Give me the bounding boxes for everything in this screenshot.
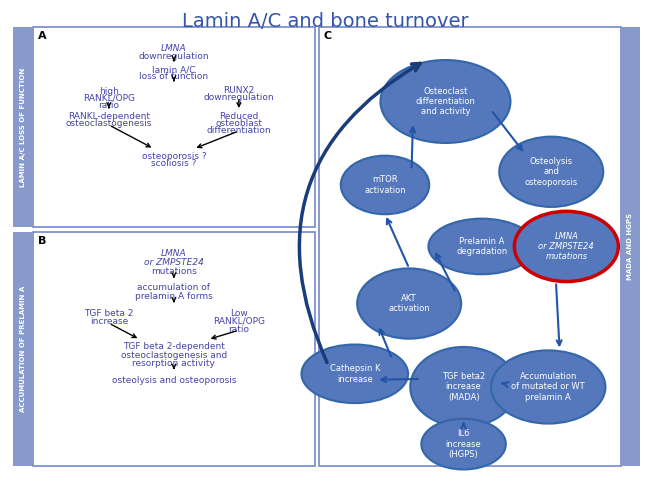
Ellipse shape <box>410 347 517 427</box>
FancyBboxPatch shape <box>318 27 621 466</box>
Ellipse shape <box>514 211 618 282</box>
Text: MADA AND HGPS: MADA AND HGPS <box>627 213 634 280</box>
Text: downregulation: downregulation <box>203 93 274 102</box>
Text: differentiation: differentiation <box>207 126 271 136</box>
Text: mutations: mutations <box>151 267 197 276</box>
Text: or ZMPSTE24: or ZMPSTE24 <box>144 258 204 267</box>
Text: A: A <box>38 31 46 41</box>
Ellipse shape <box>421 419 506 469</box>
FancyBboxPatch shape <box>32 27 315 227</box>
Text: TGF beta 2: TGF beta 2 <box>84 308 133 318</box>
Text: Lamin A/C and bone turnover: Lamin A/C and bone turnover <box>182 12 468 31</box>
Text: downregulation: downregulation <box>138 52 209 61</box>
Text: LMNA: LMNA <box>161 44 187 53</box>
Text: AKT
activation: AKT activation <box>388 294 430 313</box>
Text: Prelamin A
degradation: Prelamin A degradation <box>456 237 508 256</box>
Text: ratio: ratio <box>98 101 120 110</box>
Ellipse shape <box>357 268 461 339</box>
Text: Cathepsin K
increase: Cathepsin K increase <box>330 364 380 384</box>
Text: ACCUMULATION OF PRELAMIN A: ACCUMULATION OF PRELAMIN A <box>20 286 26 412</box>
FancyBboxPatch shape <box>13 27 32 227</box>
Text: Osteoclast
differentiation
and activity: Osteoclast differentiation and activity <box>415 86 475 117</box>
Text: scoliosis ?: scoliosis ? <box>151 159 196 168</box>
Text: LMNA
or ZMPSTE24
mutations: LMNA or ZMPSTE24 mutations <box>538 231 594 262</box>
Text: RANKL-dependent: RANKL-dependent <box>68 112 150 122</box>
Text: increase: increase <box>90 317 128 326</box>
Ellipse shape <box>499 137 603 207</box>
Text: TGF beta2
increase
(MADA): TGF beta2 increase (MADA) <box>442 372 485 402</box>
Text: Osteolysis
and
osteoporosis: Osteolysis and osteoporosis <box>525 157 578 187</box>
Text: RANKL/OPG: RANKL/OPG <box>83 94 135 103</box>
Text: osteoclastogenesis and: osteoclastogenesis and <box>121 350 227 360</box>
Text: loss of function: loss of function <box>139 72 209 81</box>
Text: osteoporosis ?: osteoporosis ? <box>142 152 206 161</box>
Text: LAMIN A/C LOSS OF FUNCTION: LAMIN A/C LOSS OF FUNCTION <box>20 67 26 186</box>
Text: osteolysis and osteoporosis: osteolysis and osteoporosis <box>112 376 236 385</box>
Ellipse shape <box>428 219 535 274</box>
Text: B: B <box>38 236 46 245</box>
Text: Low: Low <box>230 308 248 318</box>
Text: accumulation of: accumulation of <box>137 284 211 292</box>
Ellipse shape <box>341 156 429 214</box>
Text: IL6
increase
(HGPS): IL6 increase (HGPS) <box>446 429 482 459</box>
Text: C: C <box>324 31 332 41</box>
Text: resorption activity: resorption activity <box>133 359 215 368</box>
Text: prelamin A forms: prelamin A forms <box>135 291 213 301</box>
Text: RUNX2: RUNX2 <box>224 86 255 95</box>
Text: Reduced: Reduced <box>219 112 259 122</box>
Text: LMNA: LMNA <box>161 249 187 258</box>
Ellipse shape <box>302 345 408 403</box>
FancyBboxPatch shape <box>621 27 640 466</box>
FancyBboxPatch shape <box>13 232 32 466</box>
Ellipse shape <box>491 350 605 424</box>
Text: TGF beta 2-dependent: TGF beta 2-dependent <box>123 343 225 351</box>
Text: osteoblast: osteoblast <box>215 120 263 128</box>
Text: mTOR
activation: mTOR activation <box>364 175 406 195</box>
Text: lamin A/C: lamin A/C <box>152 65 196 74</box>
Text: ratio: ratio <box>228 325 250 334</box>
Text: high: high <box>99 87 119 96</box>
Ellipse shape <box>380 60 510 143</box>
FancyBboxPatch shape <box>32 232 315 466</box>
Text: Accumulation
of mutated or WT
prelamin A: Accumulation of mutated or WT prelamin A <box>512 372 585 402</box>
Text: osteoclastogenesis: osteoclastogenesis <box>66 120 152 128</box>
Text: RANKL/OPG: RANKL/OPG <box>213 317 265 326</box>
